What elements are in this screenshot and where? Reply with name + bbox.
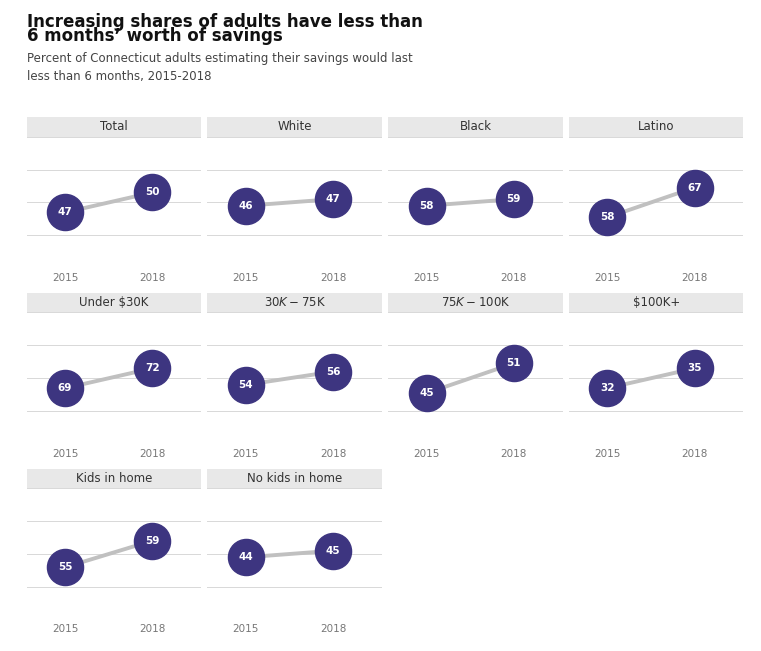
Text: 46: 46 bbox=[238, 201, 253, 211]
Text: 47: 47 bbox=[58, 208, 72, 217]
Text: 2018: 2018 bbox=[320, 273, 346, 283]
Text: 2015: 2015 bbox=[52, 273, 78, 283]
Point bbox=[420, 201, 432, 211]
Text: Total: Total bbox=[100, 120, 128, 133]
Text: 69: 69 bbox=[58, 383, 72, 393]
Text: 72: 72 bbox=[145, 363, 160, 373]
Text: Latino: Latino bbox=[638, 120, 674, 133]
Text: Increasing shares of adults have less than: Increasing shares of adults have less th… bbox=[27, 13, 422, 31]
Point bbox=[59, 383, 71, 393]
Point bbox=[327, 546, 339, 556]
Text: 2015: 2015 bbox=[413, 273, 440, 283]
Text: 2018: 2018 bbox=[139, 449, 166, 458]
Text: 2015: 2015 bbox=[52, 624, 78, 634]
Text: 58: 58 bbox=[419, 201, 434, 211]
Text: Percent of Connecticut adults estimating their savings would last
less than 6 mo: Percent of Connecticut adults estimating… bbox=[27, 52, 412, 83]
Text: 2018: 2018 bbox=[320, 449, 346, 458]
Text: 2015: 2015 bbox=[233, 273, 259, 283]
Point bbox=[240, 201, 252, 211]
Point bbox=[327, 367, 339, 377]
Point bbox=[508, 358, 520, 368]
Point bbox=[601, 383, 613, 393]
Text: 55: 55 bbox=[58, 562, 72, 572]
Point bbox=[59, 207, 71, 217]
Point bbox=[689, 182, 701, 193]
Text: Under $30K: Under $30K bbox=[79, 296, 148, 309]
Text: 59: 59 bbox=[145, 536, 160, 546]
Text: 32: 32 bbox=[600, 383, 615, 393]
Text: 67: 67 bbox=[687, 182, 702, 193]
Text: 2018: 2018 bbox=[139, 624, 166, 634]
Text: 35: 35 bbox=[687, 363, 702, 373]
Text: 44: 44 bbox=[238, 552, 253, 562]
Text: 2015: 2015 bbox=[413, 449, 440, 458]
Text: 2015: 2015 bbox=[233, 624, 259, 634]
Point bbox=[146, 363, 158, 374]
Point bbox=[59, 562, 71, 572]
Text: $30K-$75K: $30K-$75K bbox=[264, 296, 326, 309]
Text: 2015: 2015 bbox=[52, 449, 78, 458]
Text: Kids in home: Kids in home bbox=[76, 472, 152, 485]
Text: 2015: 2015 bbox=[233, 449, 259, 458]
Text: 2018: 2018 bbox=[501, 273, 527, 283]
Point bbox=[240, 552, 252, 562]
Text: 50: 50 bbox=[145, 187, 160, 197]
Text: 45: 45 bbox=[326, 546, 340, 556]
Text: 2018: 2018 bbox=[681, 273, 708, 283]
Text: 51: 51 bbox=[507, 358, 521, 368]
Text: 2018: 2018 bbox=[681, 449, 708, 458]
Point bbox=[327, 194, 339, 204]
Point bbox=[689, 363, 701, 374]
Text: 2015: 2015 bbox=[594, 449, 620, 458]
Text: 45: 45 bbox=[419, 388, 434, 398]
Point bbox=[146, 187, 158, 198]
Point bbox=[601, 212, 613, 223]
Text: 47: 47 bbox=[326, 194, 340, 204]
Text: $100K+: $100K+ bbox=[632, 296, 680, 309]
Text: 6 months’ worth of savings: 6 months’ worth of savings bbox=[27, 27, 282, 46]
Text: 58: 58 bbox=[600, 212, 615, 223]
Text: White: White bbox=[278, 120, 312, 133]
Text: 2018: 2018 bbox=[501, 449, 527, 458]
Text: $75K-$100K: $75K-$100K bbox=[441, 296, 510, 309]
Text: 2018: 2018 bbox=[320, 624, 346, 634]
Text: 54: 54 bbox=[238, 380, 253, 390]
Text: Black: Black bbox=[460, 120, 492, 133]
Point bbox=[146, 536, 158, 546]
Text: 2018: 2018 bbox=[139, 273, 166, 283]
Point bbox=[508, 194, 520, 204]
Point bbox=[240, 380, 252, 390]
Text: 56: 56 bbox=[326, 367, 340, 376]
Point bbox=[420, 388, 432, 398]
Text: 59: 59 bbox=[507, 194, 521, 204]
Text: 2015: 2015 bbox=[594, 273, 620, 283]
Text: No kids in home: No kids in home bbox=[247, 472, 342, 485]
